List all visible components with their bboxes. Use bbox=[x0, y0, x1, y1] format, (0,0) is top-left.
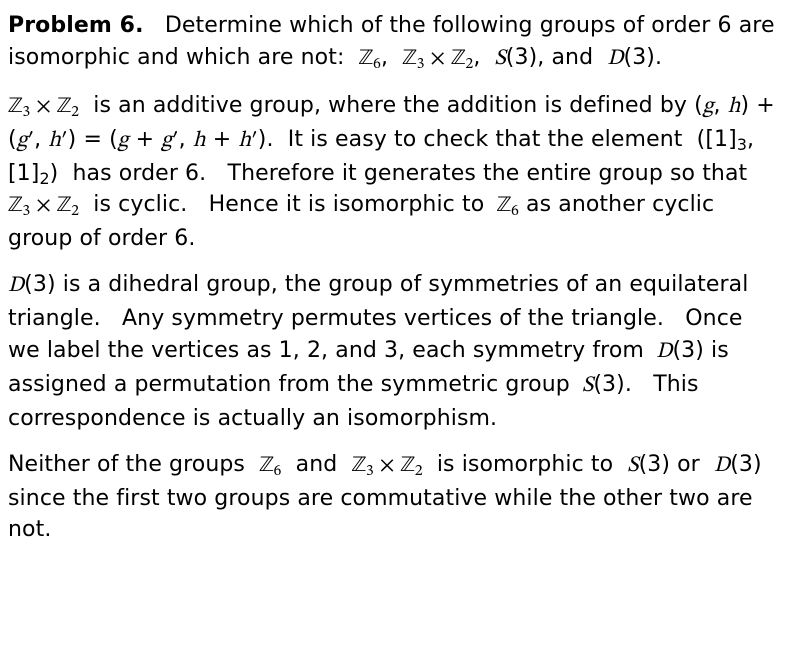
p4-s1b: and bbox=[296, 452, 338, 477]
p3-d3b: D bbox=[651, 341, 672, 363]
paragraph-4: Neither of the groups ℤ6 and ℤ3 × ℤ2 is … bbox=[8, 449, 781, 547]
p3-s2: Any symmetry permutes vertices of the tr… bbox=[122, 306, 664, 331]
p2-s3: has order 6. bbox=[73, 161, 207, 186]
p4-d3: D bbox=[714, 455, 730, 477]
p4-s3: S bbox=[627, 455, 638, 477]
p4-z3z2: ℤ3 × ℤ2 bbox=[352, 455, 423, 477]
problem-paragraph: Problem 6. Determine which of the follow… bbox=[8, 10, 781, 76]
p2-group: ℤ3 × ℤ2 bbox=[8, 96, 79, 118]
p2-s5g: ℤ6 bbox=[491, 195, 519, 217]
problem-label: Problem 6. bbox=[8, 13, 144, 38]
p4-s1d: or bbox=[677, 452, 700, 477]
p2-s5a: Hence it is isomorphic to bbox=[209, 192, 485, 217]
p2-s1b: is an additive group, where the addition… bbox=[93, 93, 687, 118]
p3-d3: D bbox=[8, 275, 24, 297]
paragraph-2: ℤ3 × ℤ2 is an additive group, where the … bbox=[8, 90, 781, 255]
p2-s4: Therefore it generates the entire group … bbox=[228, 161, 748, 186]
paragraph-3: D(3) is a dihedral group, the group of s… bbox=[8, 269, 781, 434]
p2-s2: It is easy to check that the element bbox=[288, 127, 683, 152]
p2-s4g: ℤ3 × ℤ2 bbox=[8, 195, 79, 217]
p4-z6: ℤ6 bbox=[259, 455, 281, 477]
p3-s3h: S bbox=[577, 375, 593, 397]
p4-s1e: since the first two groups are commutati… bbox=[8, 486, 753, 543]
group-z6: ℤ6 bbox=[359, 48, 381, 70]
group-d3: D bbox=[607, 48, 623, 70]
p4-s1a: Neither of the groups bbox=[8, 452, 245, 477]
p2-s4b: is cyclic. bbox=[93, 192, 187, 217]
group-z3xz2: ℤ3 × ℤ2 bbox=[402, 48, 473, 70]
group-s3: S bbox=[495, 48, 506, 70]
problem-and: and bbox=[551, 45, 593, 70]
p4-s1c: is isomorphic to bbox=[437, 452, 613, 477]
